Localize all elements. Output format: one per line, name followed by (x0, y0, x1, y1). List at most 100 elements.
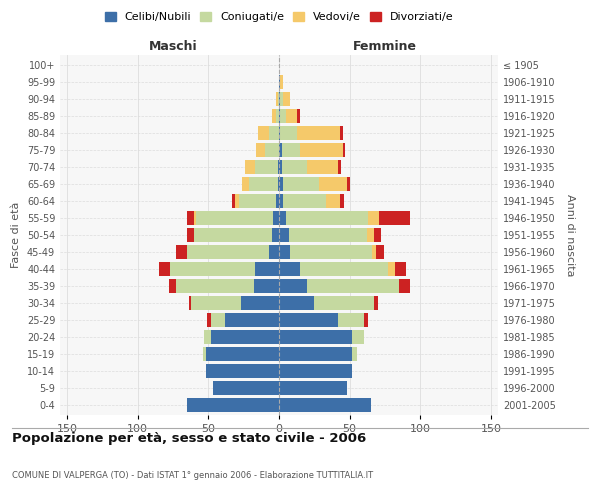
Bar (250, 177, 278, 191)
Bar (274, 211, 279, 225)
Bar (283, 194, 326, 208)
Bar (206, 347, 279, 361)
Bar (279, 313, 338, 327)
Bar (364, 313, 368, 327)
Bar (278, 177, 279, 191)
Bar (279, 279, 307, 293)
Bar (279, 364, 352, 378)
Bar (187, 228, 194, 242)
Bar (207, 313, 211, 327)
Bar (340, 126, 343, 140)
Bar (276, 92, 278, 106)
Bar (269, 126, 279, 140)
Bar (283, 177, 319, 191)
Text: Maschi: Maschi (149, 40, 197, 54)
Bar (279, 211, 286, 225)
Bar (254, 279, 279, 293)
Bar (276, 109, 279, 123)
Bar (278, 92, 279, 106)
Text: Femmine: Femmine (353, 40, 417, 54)
Bar (176, 245, 187, 259)
Bar (340, 194, 344, 208)
Bar (374, 296, 378, 310)
Bar (255, 262, 279, 276)
Bar (187, 245, 269, 259)
Bar (272, 228, 279, 242)
Bar (279, 245, 290, 259)
Bar (376, 245, 383, 259)
Bar (279, 109, 280, 123)
Bar (196, 211, 274, 225)
Bar (239, 194, 276, 208)
Bar (374, 228, 381, 242)
Bar (289, 228, 367, 242)
Bar (347, 177, 350, 191)
Bar (279, 177, 283, 191)
Bar (159, 262, 170, 276)
Bar (298, 109, 300, 123)
Bar (298, 126, 340, 140)
Bar (232, 194, 235, 208)
Bar (300, 262, 388, 276)
Bar (211, 313, 226, 327)
Bar (343, 143, 346, 157)
Bar (379, 211, 410, 225)
Bar (279, 75, 280, 89)
Bar (256, 143, 265, 157)
Bar (338, 160, 341, 174)
Bar (187, 398, 279, 412)
Bar (276, 194, 279, 208)
Bar (279, 228, 289, 242)
Bar (338, 313, 364, 327)
Bar (307, 279, 399, 293)
Bar (170, 262, 255, 276)
Bar (245, 160, 255, 174)
Bar (279, 194, 283, 208)
Bar (241, 296, 279, 310)
Bar (282, 160, 307, 174)
Bar (279, 398, 371, 412)
Text: COMUNE DI VALPERGA (TO) - Dati ISTAT 1° gennaio 2006 - Elaborazione TUTTITALIA.I: COMUNE DI VALPERGA (TO) - Dati ISTAT 1° … (12, 471, 373, 480)
Bar (286, 109, 298, 123)
Bar (258, 126, 269, 140)
Bar (319, 177, 347, 191)
Bar (279, 143, 282, 157)
Bar (280, 109, 286, 123)
Bar (279, 381, 347, 395)
Bar (300, 143, 343, 157)
Bar (194, 228, 272, 242)
Y-axis label: Fasce di età: Fasce di età (11, 202, 21, 268)
Bar (280, 75, 283, 89)
Bar (187, 211, 194, 225)
Bar (279, 126, 280, 140)
Bar (314, 296, 374, 310)
Bar (169, 279, 176, 293)
Bar (211, 330, 279, 344)
Bar (352, 347, 357, 361)
Bar (395, 262, 406, 276)
Bar (212, 381, 279, 395)
Bar (255, 160, 278, 174)
Y-axis label: Anni di nascita: Anni di nascita (565, 194, 575, 276)
Bar (279, 160, 282, 174)
Bar (367, 228, 374, 242)
Bar (279, 92, 280, 106)
Bar (206, 364, 279, 378)
Bar (282, 143, 300, 157)
Bar (278, 160, 279, 174)
Bar (279, 296, 314, 310)
Legend: Celibi/Nubili, Coniugati/e, Vedovi/e, Divorziati/e: Celibi/Nubili, Coniugati/e, Vedovi/e, Di… (103, 10, 455, 24)
Bar (272, 109, 276, 123)
Text: Popolazione per età, sesso e stato civile - 2006: Popolazione per età, sesso e stato civil… (12, 432, 366, 445)
Bar (372, 245, 376, 259)
Bar (235, 194, 239, 208)
Bar (399, 279, 410, 293)
Bar (194, 211, 196, 225)
Bar (326, 194, 340, 208)
Bar (191, 296, 241, 310)
Bar (280, 92, 283, 106)
Bar (242, 177, 250, 191)
Bar (307, 160, 338, 174)
Bar (388, 262, 395, 276)
Bar (280, 126, 298, 140)
